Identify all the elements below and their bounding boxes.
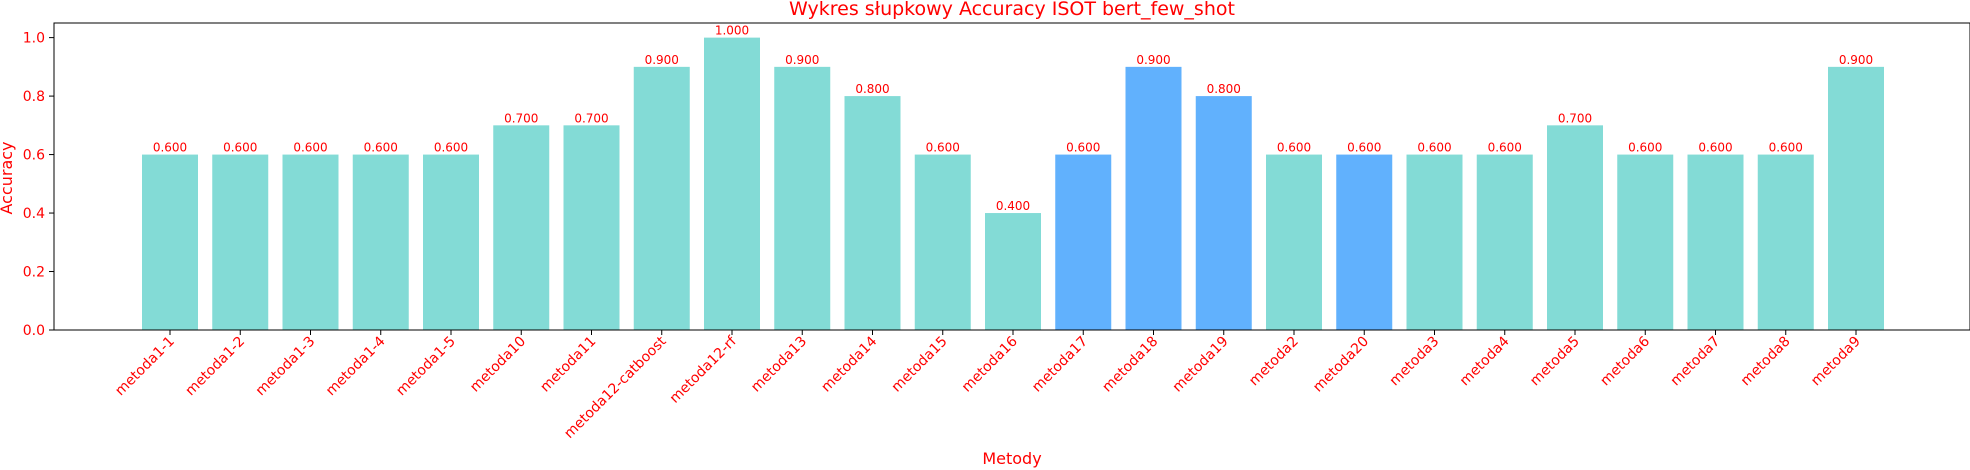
- bar-metoda1-2: [212, 154, 269, 330]
- x-tick-label-metoda1-3: metoda1-3: [253, 334, 319, 400]
- x-tick-label-metoda14: metoda14: [818, 333, 880, 395]
- value-label-metoda2: 0.600: [1277, 141, 1311, 155]
- bar-metoda5: [1547, 125, 1603, 330]
- x-tick-label-metoda8: metoda8: [1738, 334, 1794, 390]
- value-label-metoda13: 0.900: [785, 53, 819, 67]
- value-label-metoda12-catboost: 0.900: [645, 53, 679, 67]
- x-tick-label-metoda20: metoda20: [1310, 334, 1372, 396]
- y-tick-label-0: 0.0: [23, 323, 45, 339]
- bar-metoda9: [1828, 66, 1884, 330]
- y-axis-label: Accuracy: [0, 141, 16, 214]
- bar-metoda15: [914, 154, 971, 330]
- value-label-metoda3: 0.600: [1417, 141, 1451, 155]
- value-label-metoda15: 0.600: [926, 141, 960, 155]
- bar-metoda20: [1336, 154, 1393, 330]
- x-tick-label-metoda19: metoda19: [1170, 334, 1232, 396]
- bar-metoda10: [493, 125, 550, 330]
- bar-metoda14: [844, 96, 901, 330]
- x-tick-label-metoda1-5: metoda1-5: [393, 334, 459, 400]
- x-tick-label-metoda1-2: metoda1-2: [183, 334, 249, 400]
- value-label-metoda10: 0.700: [504, 111, 538, 125]
- x-tick-label-metoda3: metoda3: [1387, 334, 1443, 390]
- value-label-metoda14: 0.800: [855, 82, 889, 96]
- value-label-metoda16: 0.400: [996, 199, 1030, 213]
- y-tick-label-1: 0.2: [23, 265, 45, 281]
- value-label-metoda20: 0.600: [1347, 141, 1381, 155]
- x-tick-label-metoda10: metoda10: [467, 334, 529, 396]
- value-label-metoda1-4: 0.600: [364, 141, 398, 155]
- bar-metoda16: [985, 213, 1041, 330]
- bar-metoda19: [1195, 96, 1252, 330]
- bar-metoda17: [1055, 154, 1112, 330]
- x-tick-label-metoda6: metoda6: [1597, 333, 1653, 389]
- bar-metoda1-4: [352, 154, 409, 330]
- x-tick-label-metoda1-4: metoda1-4: [323, 333, 389, 399]
- value-labels-group: 0.600 0.600 0.600 0.600 0.600 0.700 0.700 0.900…: [153, 24, 1873, 213]
- y-tick-label-4: 0.8: [23, 89, 45, 105]
- bar-metoda4: [1476, 154, 1533, 330]
- x-tick-label-metoda12-rf: metoda12-rf: [667, 333, 741, 407]
- bar-metoda11: [563, 125, 620, 330]
- value-label-metoda11: 0.700: [574, 111, 608, 125]
- value-label-metoda6: 0.600: [1628, 141, 1662, 155]
- bar-metoda1-5: [423, 154, 479, 330]
- value-label-metoda1-2: 0.600: [223, 141, 257, 155]
- value-label-metoda5: 0.700: [1558, 111, 1592, 125]
- bar-metoda18: [1125, 66, 1182, 330]
- x-axis-label: Metody: [982, 449, 1041, 468]
- value-label-metoda19: 0.800: [1207, 82, 1241, 96]
- value-label-metoda1-3: 0.600: [293, 141, 327, 155]
- x-tick-label-metoda13: metoda13: [748, 334, 810, 396]
- y-tick-label-2: 0.4: [23, 206, 45, 222]
- bar-metoda3: [1406, 154, 1463, 330]
- x-tick-label-metoda9: metoda9: [1808, 334, 1864, 390]
- x-tick-label-metoda17: metoda17: [1029, 334, 1091, 396]
- bar-metoda2: [1266, 154, 1322, 330]
- x-tick-label-metoda1-1: metoda1-1: [112, 334, 178, 400]
- x-tick-label-metoda16: metoda16: [959, 333, 1021, 395]
- bar-metoda1-3: [282, 154, 339, 330]
- y-tick-label-3: 0.6: [23, 148, 45, 164]
- bar-metoda1-1: [142, 154, 198, 330]
- x-tick-label-metoda11: metoda11: [537, 334, 599, 396]
- value-label-metoda7: 0.600: [1698, 141, 1732, 155]
- y-tick-label-5: 1.0: [23, 31, 45, 47]
- bar-metoda8: [1757, 154, 1814, 330]
- x-tick-label-metoda7: metoda7: [1668, 334, 1724, 390]
- x-tick-label-metoda4: metoda4: [1457, 333, 1513, 389]
- bar-metoda6: [1617, 154, 1674, 330]
- bar-metoda12-rf: [704, 37, 760, 330]
- value-label-metoda9: 0.900: [1839, 53, 1873, 67]
- y-axis-ticks: 0.0 0.2 0.4 0.6 0.8 1.0: [23, 31, 54, 339]
- bar-metoda7: [1687, 154, 1744, 330]
- value-label-metoda1-1: 0.600: [153, 141, 187, 155]
- x-tick-label-metoda18: metoda18: [1099, 334, 1161, 396]
- x-axis-ticks: metoda1-1 metoda1-2 metoda1-3 metoda1-4 meto…: [112, 330, 1864, 442]
- x-tick-label-metoda15: metoda15: [889, 334, 951, 396]
- bar-metoda13: [774, 66, 831, 330]
- bar-metoda12-catboost: [633, 66, 690, 330]
- value-label-metoda12-rf: 1.000: [715, 24, 749, 38]
- chart-title: Wykres słupkowy Accuracy ISOT bert_few_s…: [789, 0, 1235, 20]
- bars-group: [142, 37, 1884, 330]
- value-label-metoda17: 0.600: [1066, 141, 1100, 155]
- plot-area-frame: [53, 22, 1970, 331]
- value-label-metoda1-5: 0.600: [434, 141, 468, 155]
- value-label-metoda4: 0.600: [1488, 141, 1522, 155]
- x-tick-label-metoda5: metoda5: [1527, 334, 1583, 390]
- x-tick-label-metoda2: metoda2: [1246, 334, 1302, 390]
- value-label-metoda18: 0.900: [1136, 53, 1170, 67]
- value-label-metoda8: 0.600: [1769, 141, 1803, 155]
